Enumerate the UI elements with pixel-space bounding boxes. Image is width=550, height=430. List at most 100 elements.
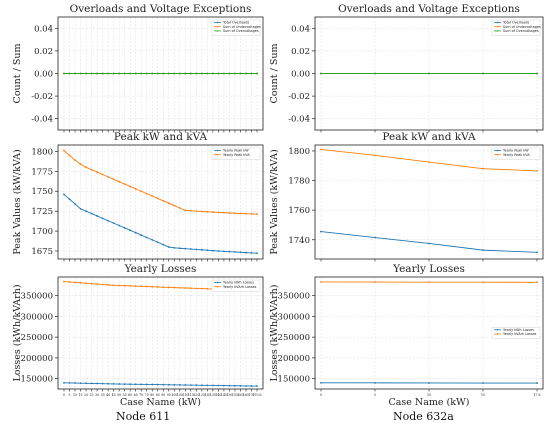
data-point [107,175,110,178]
x-tick-label: 170 [248,393,254,397]
data-point [374,154,376,157]
y-tick-label: 1675 [31,247,53,257]
data-point [118,180,121,183]
caption-node-611: Node 611 [116,410,171,423]
data-point [162,286,165,289]
x-tick-label: 10 [73,393,77,397]
y-axis-label: Count / Sum [269,44,280,104]
data-point [195,287,198,290]
series-line-orange [63,150,258,215]
data-point [184,247,187,250]
legend-marker [496,154,499,156]
data-point [206,72,209,75]
y-tick-label: 150000 [278,375,310,385]
y-tick-label: 200000 [21,354,53,364]
data-point [239,72,242,75]
legend-marker [216,21,219,24]
data-point [178,247,181,250]
data-point [228,212,231,214]
data-point [428,242,430,245]
data-point [68,198,71,201]
data-point [250,252,253,254]
x-tick-label: 65 [134,393,138,397]
data-point [134,187,137,190]
legend-marker [216,154,219,156]
legend-label: Yearly Peak kW [503,149,529,153]
legend-marker [496,30,499,32]
data-point [151,238,154,241]
data-point [234,72,236,75]
data-point [482,72,484,75]
data-point [112,222,115,225]
data-point [85,166,87,169]
data-point [96,215,98,217]
legend-label: Yearly Peak kVA [223,153,250,157]
chart-title: Overloads and Voltage Exceptions [338,3,520,15]
data-point [245,251,247,254]
data-point [250,72,253,75]
data-point [217,72,220,75]
data-point [320,148,322,151]
data-point [129,285,132,287]
legend-marker [216,30,219,32]
data-point [536,281,538,284]
data-point [151,383,154,386]
y-tick-label: 300000 [278,312,310,322]
data-point [112,178,115,181]
data-point [206,384,209,387]
data-point [200,287,203,290]
data-point [217,384,220,387]
data-point [134,383,137,386]
x-tick-label: 45 [112,393,116,397]
x-tick-label: 145 [221,393,227,397]
data-point [107,219,110,222]
data-point [320,281,322,283]
legend-label: Yearly Peak kW [223,149,249,153]
data-point [200,210,203,213]
x-axis-label: Case Name (kW) [120,397,201,408]
legend-label: Sum of Undervoltages [503,25,541,29]
x-tick-label: 60 [128,393,132,397]
y-tick-label: 250000 [278,333,310,343]
data-point [112,382,115,385]
data-point [123,72,126,75]
data-point [107,283,110,286]
data-point [101,217,104,220]
data-point [129,383,132,386]
legend-label: Total Overloads [222,21,249,25]
legend-box [491,19,541,36]
chart-title: Peak kW and kVA [382,131,476,143]
data-point [245,212,247,215]
series-line-blue [63,194,258,254]
data-point [184,287,187,289]
data-point [145,285,148,288]
x-tick-label: 105 [177,393,183,397]
data-point [178,72,181,75]
data-point [68,154,71,157]
data-point [156,383,159,386]
data-point [74,72,76,75]
data-point [206,249,209,252]
data-point [211,249,214,252]
data-point [90,382,93,385]
data-point [217,250,220,252]
y-tick-label: 0.00 [291,70,310,80]
data-point [123,383,126,386]
data-point [211,211,214,214]
data-point [156,286,159,288]
x-tick-label: 160 [237,393,243,397]
data-point [482,382,484,384]
data-point [223,384,225,387]
data-point [151,72,154,75]
data-point [195,384,198,387]
data-point [250,213,253,215]
data-point [239,384,242,387]
data-point [482,281,484,284]
data-point [428,382,430,384]
data-point [173,72,176,75]
data-point [536,72,538,75]
legend-label: Yearly kWh Losses [223,281,254,285]
data-point [195,72,198,75]
x-tick-label: 75 [145,393,149,397]
